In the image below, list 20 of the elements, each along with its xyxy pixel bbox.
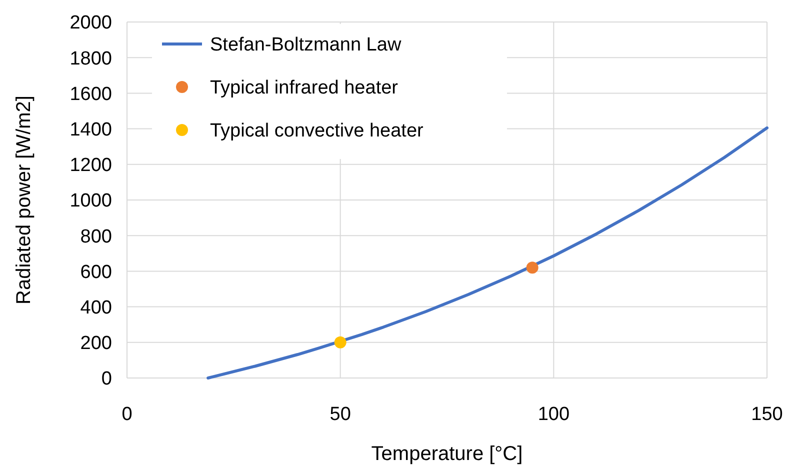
y-tick-label: 400 — [80, 297, 112, 318]
y-tick-label: 200 — [80, 333, 112, 354]
legend-label: Typical convective heater — [210, 120, 424, 142]
legend-label: Typical infrared heater — [210, 78, 399, 99]
x-tick-label: 50 — [330, 404, 351, 425]
y-tick-label: 1400 — [70, 119, 112, 140]
y-tick-label: 1200 — [70, 155, 112, 176]
x-axis-title: Temperature [°C] — [371, 443, 523, 465]
y-tick-label: 0 — [101, 368, 112, 390]
y-tick-label: 1000 — [70, 190, 112, 212]
y-tick-label: 1800 — [70, 48, 112, 70]
y-tick-label: 600 — [80, 262, 112, 283]
y-tick-label: 800 — [80, 226, 112, 248]
x-tick-label: 100 — [538, 404, 570, 425]
legend-label: Stefan-Boltzmann Law — [210, 34, 402, 56]
y-tick-label: 1600 — [70, 84, 112, 105]
y-axis-title: Radiated power [W/m2] — [13, 96, 35, 304]
x-tick-label: 150 — [751, 404, 783, 425]
x-tick-label: 0 — [122, 404, 132, 425]
y-tick-label: 2000 — [70, 12, 112, 34]
